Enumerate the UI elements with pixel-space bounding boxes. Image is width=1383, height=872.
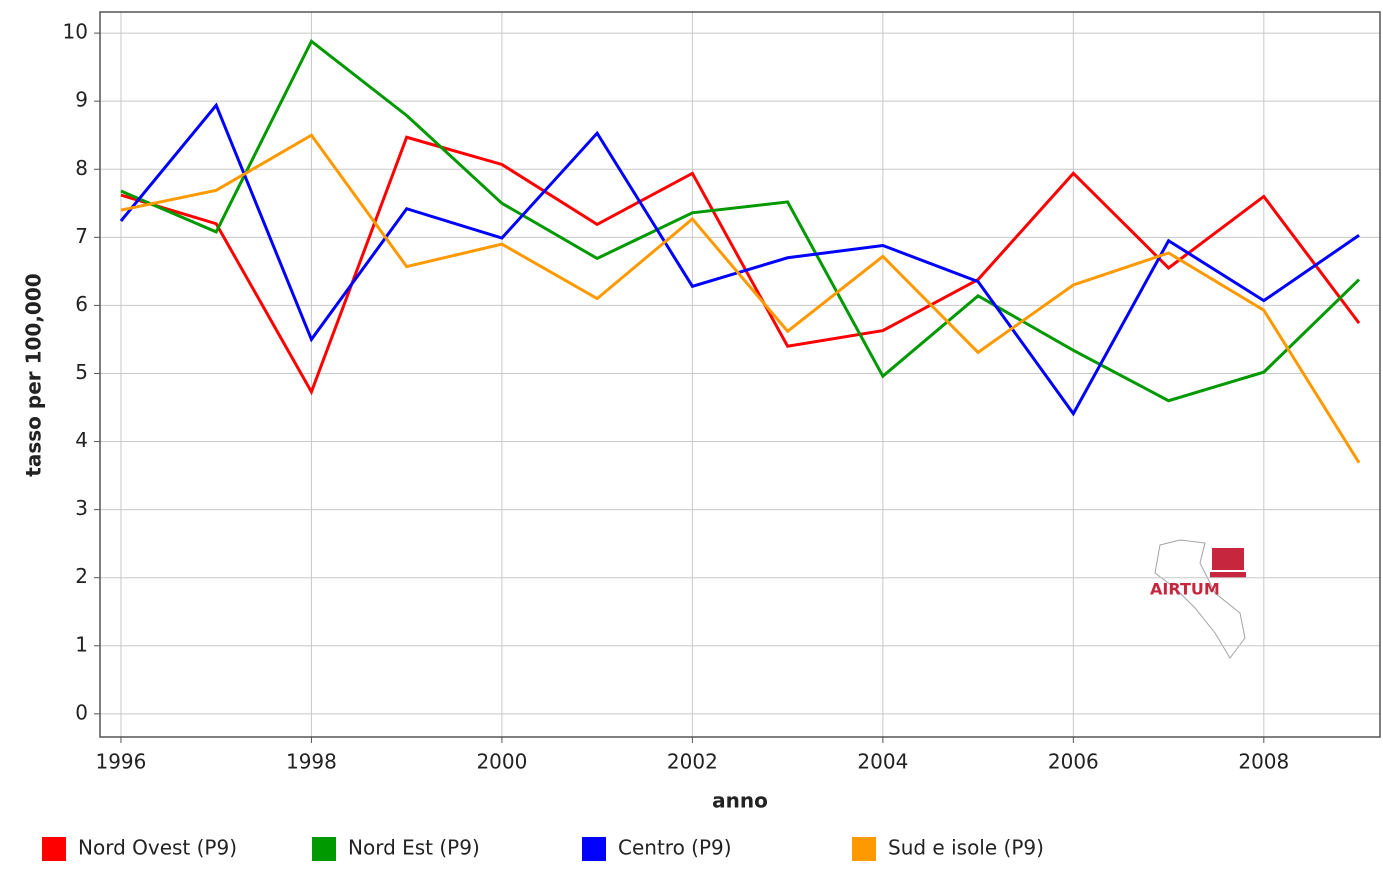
y-tick-label: 5 <box>75 360 88 384</box>
y-tick-label: 9 <box>75 88 88 112</box>
legend-swatch <box>42 837 66 861</box>
y-axis-label: tasso per 100,000 <box>22 273 46 476</box>
legend-label: Sud e isole (P9) <box>888 836 1044 860</box>
logo: AIRTUM <box>1150 539 1246 659</box>
y-tick-label: 0 <box>75 700 88 724</box>
legend-label: Centro (P9) <box>618 836 732 860</box>
series-line <box>120 135 1361 396</box>
x-axis-label: anno <box>712 789 768 813</box>
legend-label: Nord Est (P9) <box>348 836 480 860</box>
y-tick-label: 3 <box>75 496 88 520</box>
legend-swatch <box>852 837 876 861</box>
y-tick-label: 7 <box>75 224 88 248</box>
x-tick-label: 2006 <box>1048 750 1099 774</box>
y-tick-label: 1 <box>75 632 88 656</box>
y-tick-label: 6 <box>75 292 88 316</box>
x-tick-label: 1998 <box>286 750 337 774</box>
series-line <box>120 133 1361 464</box>
x-tick-label: 2000 <box>476 750 527 774</box>
x-tick-label: 1996 <box>95 750 146 774</box>
plot-frame <box>99 11 1381 738</box>
x-tick-label: 2004 <box>857 750 908 774</box>
x-tick-label: 2002 <box>667 750 718 774</box>
y-tick-label: 2 <box>75 564 88 588</box>
series-line <box>120 38 1361 403</box>
legend-swatch <box>312 837 336 861</box>
legend-label: Nord Ovest (P9) <box>78 836 237 860</box>
x-tick-label: 2008 <box>1238 750 1289 774</box>
y-tick-label: 8 <box>75 156 88 180</box>
series-line <box>119 102 1360 417</box>
legend-swatch <box>582 837 606 861</box>
y-tick-label: 4 <box>75 428 88 452</box>
y-tick-label: 10 <box>63 20 88 44</box>
logo-text: AIRTUM <box>1150 580 1220 599</box>
